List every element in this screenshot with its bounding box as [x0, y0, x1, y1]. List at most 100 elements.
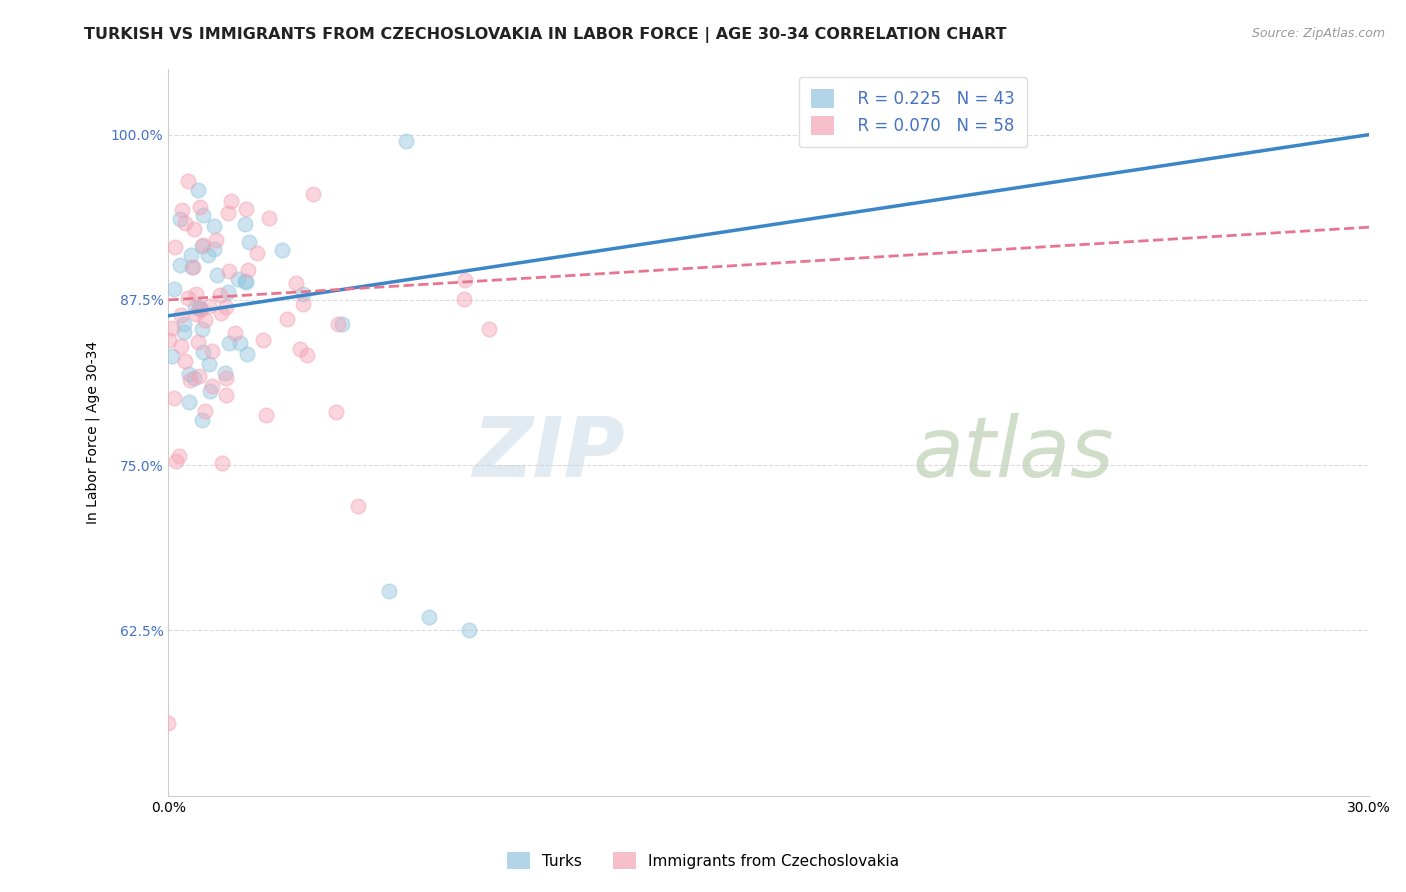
Point: [191, 239, 214, 253]
Point: [202, 219, 225, 234]
Point: [226, 272, 249, 286]
Point: [181, 260, 204, 275]
Point: [254, 408, 277, 422]
Point: [173, 325, 195, 339]
Point: [453, 292, 475, 306]
Point: [236, 347, 259, 361]
Point: [191, 322, 214, 336]
Point: [217, 206, 239, 220]
Point: [233, 274, 256, 288]
Point: [276, 311, 298, 326]
Point: [219, 194, 242, 209]
Point: [205, 234, 228, 248]
Point: [214, 367, 236, 381]
Point: [238, 235, 260, 249]
Point: [453, 273, 475, 287]
Point: [478, 321, 501, 335]
Point: [200, 379, 222, 393]
Point: [218, 336, 240, 351]
Text: ZIP: ZIP: [472, 413, 624, 494]
Point: [271, 243, 294, 257]
Point: [177, 174, 200, 188]
Point: [163, 391, 186, 405]
Point: [187, 183, 209, 197]
Point: [170, 202, 193, 217]
Point: [325, 405, 347, 419]
Point: [211, 456, 233, 470]
Point: [205, 268, 228, 282]
Point: [180, 260, 202, 274]
Point: [297, 348, 319, 362]
Point: [215, 370, 238, 384]
Point: [193, 238, 215, 252]
Point: [328, 317, 350, 331]
Point: [187, 334, 209, 349]
Point: [184, 307, 207, 321]
Point: [209, 306, 232, 320]
Legend:   R = 0.225   N = 43,   R = 0.070   N = 58: R = 0.225 N = 43, R = 0.070 N = 58: [799, 77, 1026, 147]
Point: [190, 301, 212, 316]
Point: [167, 449, 190, 463]
Point: [169, 212, 191, 227]
Point: [235, 202, 257, 216]
Point: [198, 357, 221, 371]
Point: [457, 624, 479, 638]
Point: [194, 404, 217, 418]
Point: [184, 300, 207, 314]
Point: [418, 610, 440, 624]
Point: [224, 326, 246, 340]
Point: [218, 263, 240, 277]
Point: [160, 349, 183, 363]
Point: [236, 263, 259, 277]
Point: [183, 371, 205, 385]
Point: [291, 287, 314, 301]
Point: [169, 258, 191, 272]
Legend: Turks, Immigrants from Czechoslovakia: Turks, Immigrants from Czechoslovakia: [501, 846, 905, 875]
Y-axis label: In Labor Force | Age 30-34: In Labor Force | Age 30-34: [86, 341, 100, 524]
Point: [377, 583, 399, 598]
Point: [186, 286, 208, 301]
Point: [215, 387, 238, 401]
Point: [179, 367, 201, 381]
Point: [235, 217, 257, 231]
Point: [183, 221, 205, 235]
Point: [302, 186, 325, 201]
Point: [190, 200, 212, 214]
Point: [197, 299, 219, 313]
Point: [202, 242, 225, 256]
Point: [330, 318, 353, 332]
Point: [188, 302, 211, 317]
Point: [173, 317, 195, 331]
Point: [394, 134, 416, 148]
Point: [190, 413, 212, 427]
Point: [346, 500, 368, 514]
Point: [197, 248, 219, 262]
Point: [166, 454, 188, 468]
Point: [174, 216, 197, 230]
Point: [191, 344, 214, 359]
Point: [284, 276, 307, 290]
Point: [193, 313, 215, 327]
Point: [259, 211, 281, 226]
Point: [165, 240, 187, 254]
Point: [179, 373, 201, 387]
Point: [200, 384, 222, 398]
Point: [209, 288, 232, 302]
Point: [180, 248, 202, 262]
Point: [177, 394, 200, 409]
Point: [292, 297, 315, 311]
Point: [201, 343, 224, 358]
Point: [229, 335, 252, 350]
Point: [173, 354, 195, 368]
Point: [235, 276, 257, 290]
Point: [170, 339, 193, 353]
Point: [187, 300, 209, 314]
Point: [163, 281, 186, 295]
Text: Source: ZipAtlas.com: Source: ZipAtlas.com: [1251, 27, 1385, 40]
Point: [187, 368, 209, 383]
Text: atlas: atlas: [912, 413, 1115, 494]
Point: [246, 246, 269, 260]
Point: [160, 321, 183, 335]
Point: [157, 333, 180, 347]
Point: [217, 285, 239, 299]
